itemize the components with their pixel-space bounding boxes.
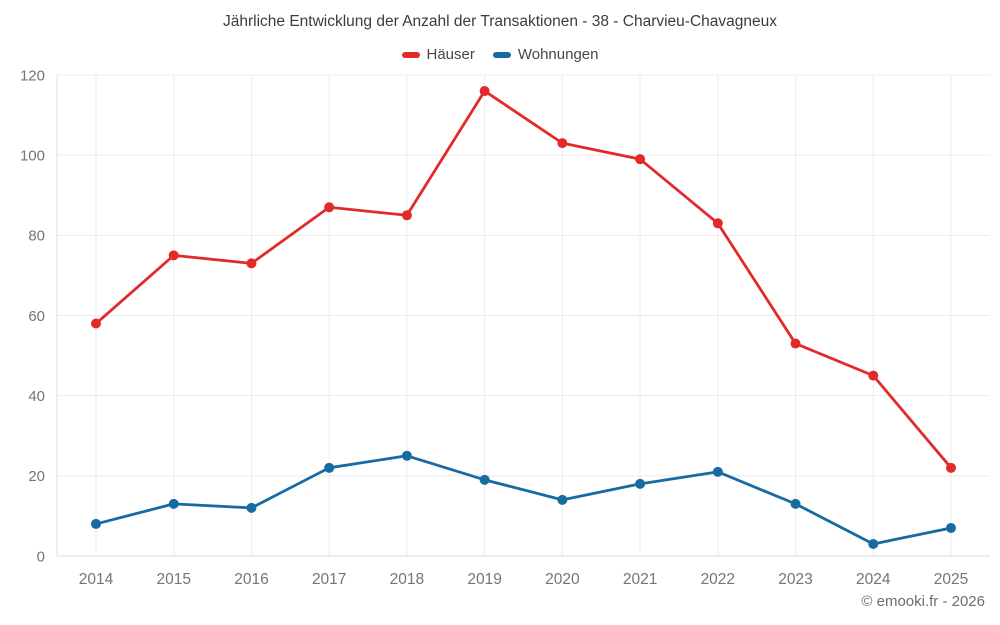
data-point-wohnungen	[401, 450, 412, 461]
x-axis-tick-label: 2019	[467, 571, 501, 588]
x-axis-tick-label: 2017	[312, 571, 346, 588]
data-point-wohnungen	[168, 498, 179, 509]
data-point-haeuser	[635, 154, 646, 165]
data-point-haeuser	[712, 218, 723, 229]
series-line-haeuser	[94, 89, 953, 470]
data-point-haeuser	[946, 462, 956, 473]
x-axis-tick-label: 2023	[778, 571, 812, 588]
data-point-wohnungen	[712, 466, 723, 477]
y-axis-tick-label: 100	[20, 147, 45, 164]
x-axis-tick-label: 2022	[701, 571, 735, 588]
x-axis-tick-label: 2018	[390, 571, 424, 588]
y-axis-tick-label: 60	[28, 308, 45, 325]
x-axis-tick-label: 2020	[545, 571, 580, 588]
data-point-wohnungen	[557, 494, 568, 505]
data-point-haeuser	[790, 338, 801, 349]
x-axis-tick-label: 2021	[623, 571, 657, 588]
data-point-haeuser	[324, 202, 335, 213]
data-point-haeuser	[91, 318, 101, 329]
x-axis-tick-label: 2024	[856, 571, 891, 588]
data-point-haeuser	[168, 250, 179, 261]
data-point-wohnungen	[868, 538, 879, 549]
y-axis-tick-label: 20	[28, 468, 45, 485]
legend-label-wohnungen: Wohnungen	[517, 46, 599, 63]
data-point-wohnungen	[246, 502, 257, 513]
data-point-wohnungen	[324, 462, 335, 473]
y-axis-tick-label: 0	[37, 548, 45, 565]
series-line-wohnungen	[94, 454, 953, 546]
data-point-haeuser	[401, 210, 412, 221]
data-point-wohnungen	[479, 474, 490, 485]
data-point-wohnungen	[91, 518, 101, 529]
legend-item-wohnungen[interactable]: Wohnungen	[492, 46, 599, 63]
x-axis-tick-label: 2016	[234, 571, 268, 588]
legend-swatch-wohnungen-icon	[492, 51, 511, 58]
y-axis-tick-label: 120	[20, 67, 45, 84]
data-point-haeuser	[246, 258, 257, 269]
data-point-haeuser	[557, 138, 568, 149]
x-axis-tick-label: 2025	[934, 571, 968, 588]
data-point-wohnungen	[790, 498, 801, 509]
data-point-haeuser	[868, 370, 879, 381]
legend-swatch-haeuser-icon	[401, 51, 420, 58]
y-axis-tick-label: 80	[28, 228, 45, 245]
copyright-text: © emooki.fr - 2026	[861, 593, 985, 610]
y-axis-tick-label: 40	[28, 388, 45, 405]
chart-legend: Häuser Wohnungen	[0, 46, 1000, 63]
x-axis-tick-label: 2014	[79, 571, 114, 588]
data-point-wohnungen	[635, 478, 646, 489]
data-point-haeuser	[479, 86, 490, 97]
legend-label-haeuser: Häuser	[426, 46, 475, 63]
data-point-wohnungen	[946, 522, 956, 533]
legend-item-haeuser[interactable]: Häuser	[401, 46, 475, 63]
chart-title: Jährliche Entwicklung der Anzahl der Tra…	[223, 13, 777, 30]
x-axis-tick-label: 2015	[156, 571, 190, 588]
